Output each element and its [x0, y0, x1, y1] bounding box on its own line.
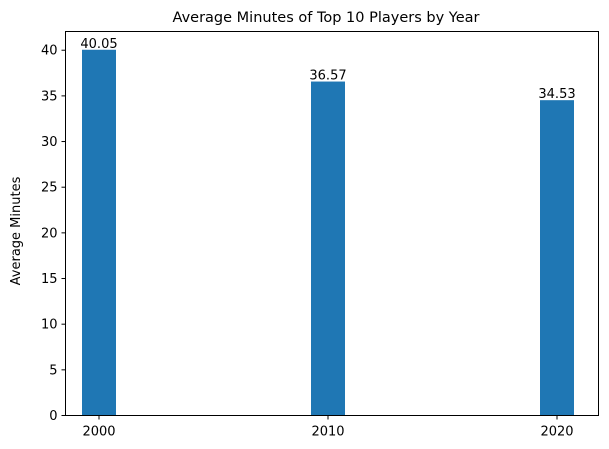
chart-title: Average Minutes of Top 10 Players by Yea…: [173, 10, 480, 26]
y-tick-label-0: 0: [49, 409, 57, 424]
x-axis-ticks: 2000 2010 2020: [82, 415, 574, 440]
y-tick-label-25: 25: [41, 181, 58, 196]
y-tick-label-40: 40: [41, 44, 58, 59]
x-tick-label-2010: 2010: [311, 425, 344, 440]
data-label-2000: 40.05: [80, 37, 117, 52]
bar-2020: [540, 100, 574, 416]
bars-group: [82, 49, 574, 416]
plot-frame: [65, 31, 599, 416]
y-tick-label-5: 5: [49, 363, 57, 378]
bar-2010: [311, 81, 345, 416]
data-label-2010: 36.57: [309, 69, 346, 84]
x-tick-label-2020: 2020: [540, 425, 573, 440]
y-tick-label-35: 35: [41, 89, 58, 104]
data-labels-group: 40.05 36.57 34.53: [80, 37, 575, 102]
y-axis-ticks: 0 5 10 15 20 25 30 35 40: [41, 44, 66, 424]
y-tick-label-20: 20: [41, 226, 58, 241]
data-label-2020: 34.53: [538, 87, 575, 102]
y-axis-label: Average Minutes: [9, 176, 24, 285]
y-tick-label-10: 10: [41, 318, 58, 333]
y-tick-label-15: 15: [41, 272, 58, 287]
bar-2000: [82, 49, 116, 416]
x-tick-label-2000: 2000: [82, 425, 115, 440]
y-tick-label-30: 30: [41, 135, 58, 150]
